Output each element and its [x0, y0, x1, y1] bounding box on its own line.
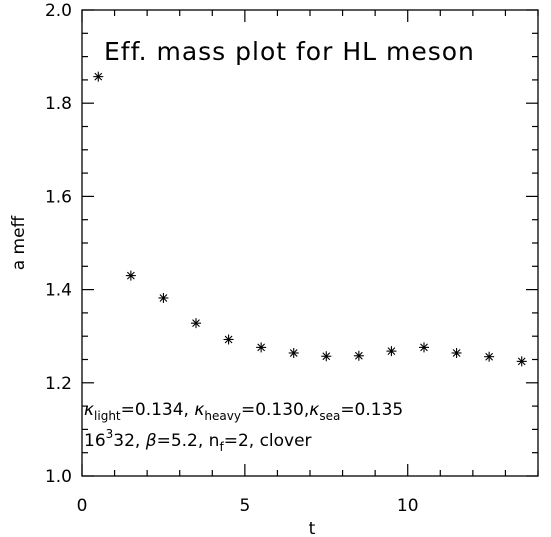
- data-point: [125, 270, 136, 281]
- data-point: [191, 318, 201, 329]
- x-axis-title: t: [309, 519, 316, 537]
- x-tick-label: 0: [77, 496, 88, 516]
- data-points: [93, 71, 527, 367]
- parameters-annotation-line-2: 16332, β=5.2, nf=2, clover: [84, 427, 312, 454]
- tick-labels: 0 5 10 1.0 1.2 1.4 1.6 1.8 2.0: [45, 1, 419, 516]
- x-tick-label: 10: [397, 496, 419, 516]
- y-tick-label: 1.8: [45, 94, 72, 114]
- y-tick-label: 1.2: [45, 374, 72, 394]
- x-tick-label: 5: [239, 496, 250, 516]
- chart-title: Eff. mass plot for HL meson: [104, 37, 475, 66]
- data-point: [93, 71, 104, 82]
- data-point: [451, 347, 462, 358]
- data-point: [158, 292, 169, 303]
- parameters-annotation-line-1: κlight=0.134, κheavy=0.130,κsea=0.135: [84, 400, 403, 423]
- y-tick-label: 1.4: [45, 281, 72, 301]
- y-tick-label: 1.0: [45, 467, 72, 487]
- y-tick-label: 1.6: [45, 187, 72, 207]
- axis-ticks: [81, 9, 539, 477]
- data-point: [353, 350, 364, 361]
- data-point: [223, 334, 234, 345]
- data-point: [321, 351, 332, 362]
- data-point: [419, 342, 429, 353]
- data-point: [484, 351, 495, 362]
- y-tick-label: 2.0: [45, 1, 72, 21]
- data-point: [516, 356, 527, 367]
- data-point: [256, 342, 267, 353]
- data-point: [288, 347, 299, 358]
- data-point: [386, 346, 397, 357]
- y-axis-title: a meff: [9, 214, 29, 270]
